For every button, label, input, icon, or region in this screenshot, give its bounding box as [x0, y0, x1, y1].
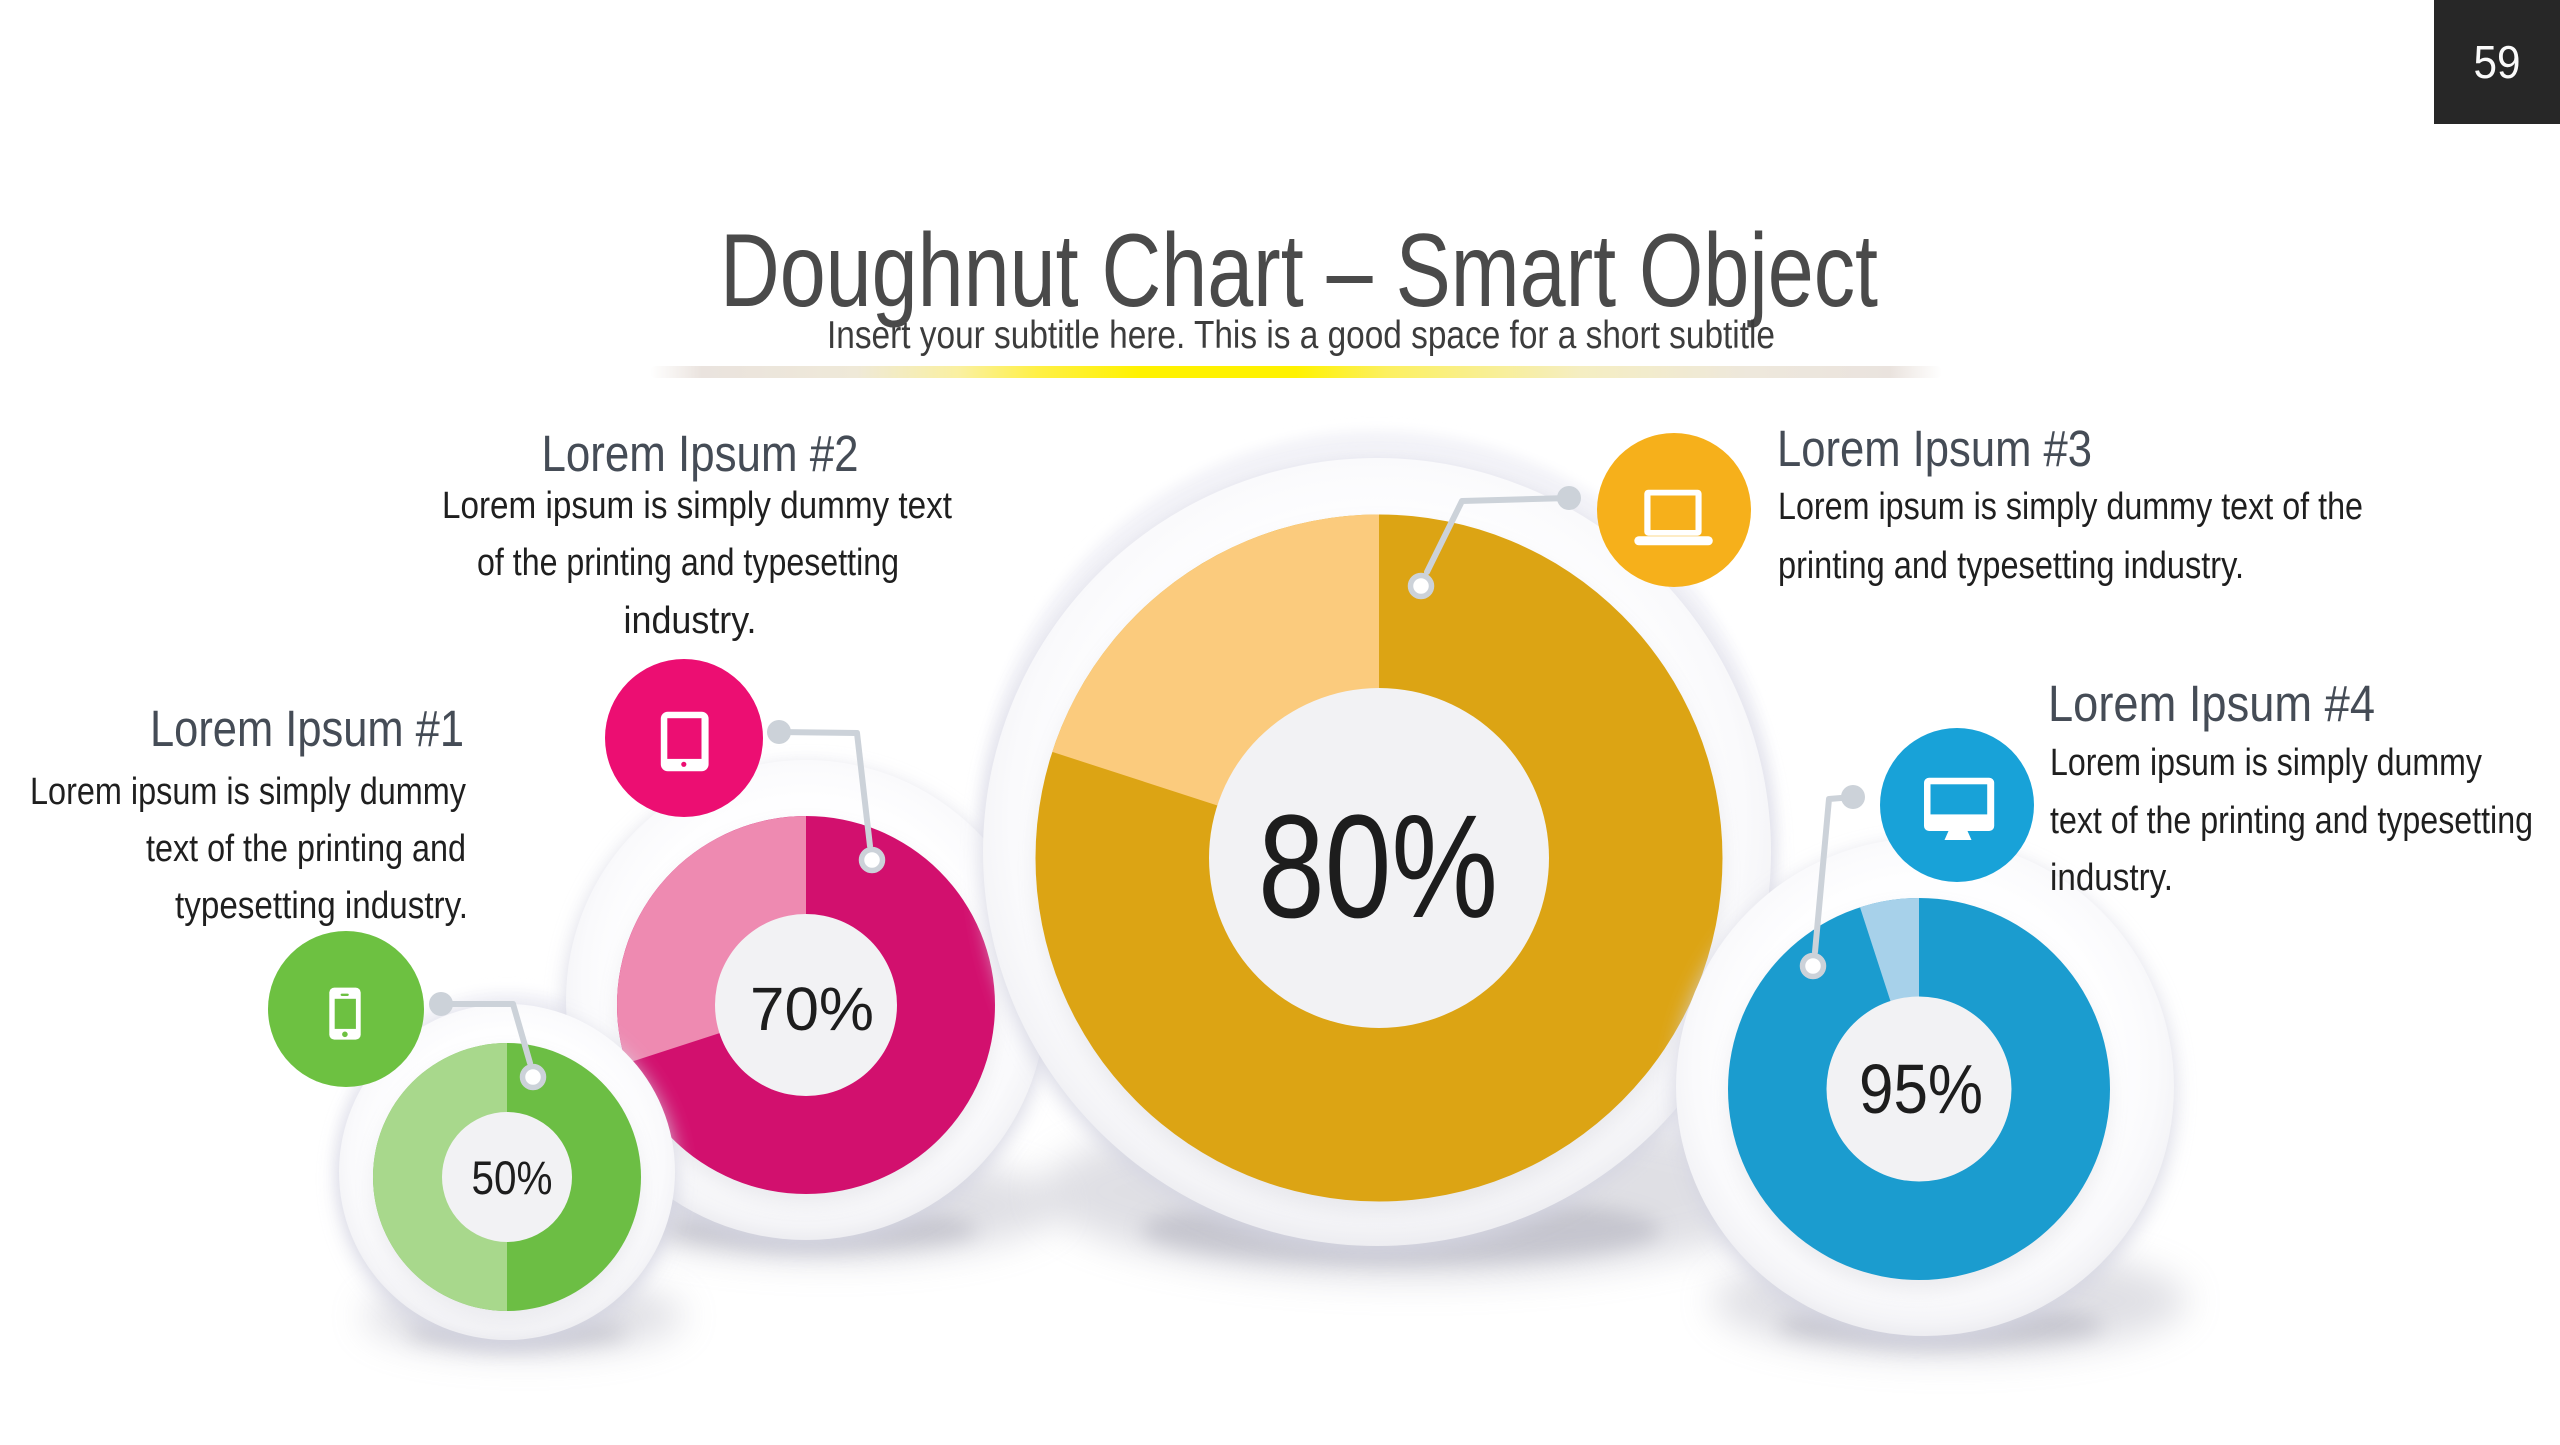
svg-text:Lorem ipsum is simply dummy: Lorem ipsum is simply dummy: [2050, 742, 2482, 784]
svg-text:Lorem ipsum is simply dummy te: Lorem ipsum is simply dummy text of the: [1778, 486, 2363, 528]
svg-text:typesetting industry.: typesetting industry.: [175, 885, 468, 927]
svg-text:Insert your subtitle here. Thi: Insert your subtitle here. This is a goo…: [827, 314, 1775, 357]
svg-text:printing and typesetting indus: printing and typesetting industry.: [1778, 545, 2244, 587]
svg-text:80%: 80%: [1258, 785, 1498, 949]
svg-text:industry.: industry.: [2050, 857, 2173, 899]
svg-text:Lorem ipsum is simply dummy: Lorem ipsum is simply dummy: [30, 771, 466, 813]
svg-text:text of the printing and types: text of the printing and typesetting: [2050, 800, 2533, 842]
svg-text:Doughnut Chart – Smart Object: Doughnut Chart – Smart Object: [720, 213, 1878, 329]
svg-text:70%: 70%: [750, 975, 874, 1043]
svg-text:Lorem Ipsum #2: Lorem Ipsum #2: [542, 425, 859, 482]
svg-text:59: 59: [2474, 36, 2521, 88]
svg-text:95%: 95%: [1859, 1050, 1983, 1128]
svg-text:Lorem ipsum is simply dummy te: Lorem ipsum is simply dummy text: [442, 485, 952, 527]
svg-text:50%: 50%: [472, 1151, 553, 1204]
svg-text:Lorem Ipsum #1: Lorem Ipsum #1: [150, 700, 464, 757]
svg-text:Lorem Ipsum #4: Lorem Ipsum #4: [2048, 675, 2375, 732]
svg-text:of the printing and typesettin: of the printing and typesetting: [477, 542, 899, 584]
svg-text:industry.: industry.: [624, 600, 757, 642]
svg-text:text of the printing and: text of the printing and: [146, 828, 466, 870]
svg-text:Lorem Ipsum #3: Lorem Ipsum #3: [1777, 420, 2092, 477]
